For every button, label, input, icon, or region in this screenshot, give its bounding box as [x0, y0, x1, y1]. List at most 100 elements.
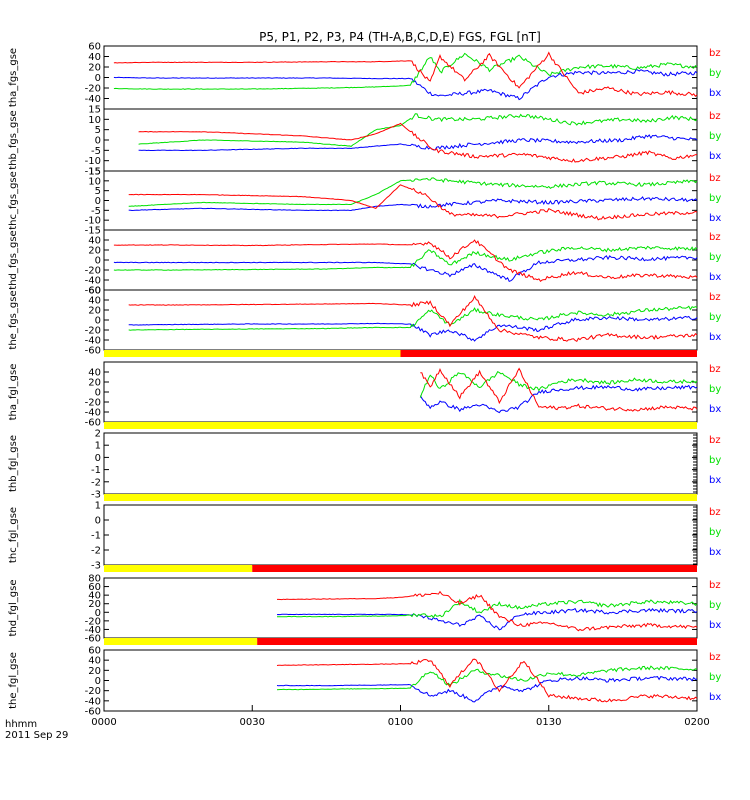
ytick-label: 20: [88, 378, 101, 389]
legend-bz: bz: [709, 435, 721, 446]
xtick-label: 0130: [536, 717, 561, 728]
series-by-line: [128, 305, 698, 331]
series-by-line: [276, 665, 698, 691]
legend-bz: bz: [709, 292, 721, 303]
ytick-label: -15: [85, 226, 101, 237]
y-axis-label: thc_fgl_gse: [8, 507, 19, 563]
series-by-line: [113, 52, 698, 90]
ytick-label: 0: [95, 676, 101, 687]
ytick-label: -40: [85, 94, 101, 105]
ytick-label: 0: [95, 196, 101, 207]
ytick-label: -40: [85, 408, 101, 419]
flag-bar-red: [257, 638, 697, 645]
y-axis-label: tha_fgl_gse: [8, 364, 19, 421]
panel-frame: [103, 45, 698, 110]
ytick-label: -1: [91, 465, 101, 476]
legend-by: by: [709, 131, 721, 142]
flag-bars-group: [104, 350, 697, 645]
ytick-label: -3: [91, 561, 101, 572]
ytick-label: 0: [95, 453, 101, 464]
xtick-label: 0100: [388, 717, 413, 728]
series-bz-line: [277, 590, 698, 632]
ytick-label: -60: [85, 418, 101, 429]
series-bx-line: [113, 255, 698, 283]
ytick-label: -40: [85, 625, 101, 636]
time-unit-label: hhmm: [5, 719, 37, 730]
legend-bx: bx: [709, 692, 721, 703]
ytick-label: 0: [95, 388, 101, 399]
legend-bx: bx: [709, 332, 721, 343]
series-bx-line: [113, 68, 698, 101]
y-axis-label: thb_fgs_gse: [8, 110, 19, 169]
y-axis-label: the_fgs_gse: [8, 290, 19, 349]
ytick-label: 40: [88, 236, 101, 247]
flag-bar-red: [400, 350, 697, 357]
legend-by: by: [709, 312, 721, 323]
ytick-label: 20: [88, 599, 101, 610]
ytick-label: 0: [95, 73, 101, 84]
legend-bz: bz: [709, 111, 721, 122]
y-axis-label: the_fgl_gse: [8, 652, 19, 709]
ytick-label: -10: [85, 156, 101, 167]
flag-bar-red: [252, 565, 697, 572]
xtick-label: 0200: [684, 717, 709, 728]
ytick-label: 0: [95, 316, 101, 327]
ytick-label: -60: [85, 346, 101, 357]
ytick-label: 0: [95, 608, 101, 619]
ytick-label: -20: [85, 84, 101, 95]
ytick-label: -2: [91, 546, 101, 557]
legend-bx: bx: [709, 547, 721, 558]
ytick-label: 40: [88, 296, 101, 307]
legend-bz: bz: [709, 173, 721, 184]
ytick-label: 20: [88, 246, 101, 257]
ytick-label: -60: [85, 707, 101, 718]
legend-by: by: [709, 252, 721, 263]
legend-by: by: [709, 527, 721, 538]
ytick-label: 5: [95, 186, 101, 197]
y-axis-label: tha_fgs_gse: [8, 48, 19, 107]
ytick-label: 10: [88, 176, 101, 187]
ytick-label: -1: [91, 531, 101, 542]
legend-bx: bx: [709, 151, 721, 162]
panel-frame: [103, 649, 698, 712]
legend-by: by: [709, 600, 721, 611]
ytick-label: 40: [88, 368, 101, 379]
ytick-label: -40: [85, 696, 101, 707]
ytick-label: -20: [85, 686, 101, 697]
flag-bar-yellow: [104, 638, 258, 645]
legend-by: by: [709, 672, 721, 683]
ytick-label: -5: [91, 146, 101, 157]
legend-bz: bz: [709, 507, 721, 518]
ytick-label: -3: [91, 490, 101, 501]
ytick-label: -5: [91, 206, 101, 217]
panel-frame: [103, 170, 698, 231]
ytick-label: 60: [88, 286, 101, 297]
series-by-line: [113, 245, 698, 271]
ytick-label: -20: [85, 616, 101, 627]
legend-by: by: [709, 193, 721, 204]
ytick-label: -40: [85, 336, 101, 347]
ytick-label: -15: [85, 167, 101, 178]
ytick-label: 2: [95, 429, 101, 440]
series-bz-line: [420, 367, 698, 412]
ytick-label: 60: [88, 42, 101, 53]
ytick-label: 40: [88, 52, 101, 63]
panel-frame: [103, 229, 698, 291]
ytick-label: -60: [85, 286, 101, 297]
ytick-label: 10: [88, 115, 101, 126]
ytick-label: 40: [88, 656, 101, 667]
legend-by: by: [709, 68, 721, 79]
legend-by: by: [709, 384, 721, 395]
series-bz-line: [113, 239, 698, 283]
ytick-label: 1: [95, 501, 101, 512]
series-bz-line: [276, 658, 698, 703]
y-axis-label: thc_fgs_gse: [8, 171, 19, 230]
ytick-label: 0: [95, 256, 101, 267]
series-by-line: [276, 598, 698, 619]
ytick-label: 20: [88, 666, 101, 677]
series-by-line: [128, 177, 698, 207]
legend-bz: bz: [709, 364, 721, 375]
